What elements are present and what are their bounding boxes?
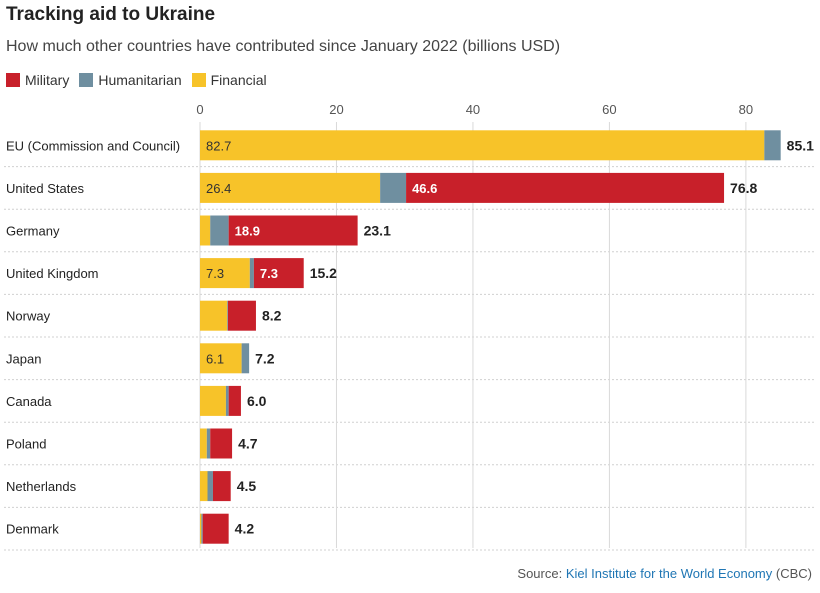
tick-label-60: 60 [602,102,616,117]
bar-denmark-financial [200,513,202,544]
total-label-germany: 23.1 [364,223,391,239]
total-label-netherlands: 4.5 [237,478,257,494]
total-label-denmark: 4.2 [235,521,255,537]
category-label-united-states: United States [6,181,85,196]
bar-netherlands-military [212,471,231,502]
category-label-united-kingdom: United Kingdom [6,266,99,281]
legend-item-humanitarian: Humanitarian [79,72,182,88]
bar-netherlands-financial [200,471,208,502]
bar-poland-military [210,428,233,459]
legend-label-humanitarian: Humanitarian [98,72,182,88]
stacked-bar-chart: 0 20 40 60 80 EU (Commission and Council) 82.7… [4,102,816,551]
tick-label-40: 40 [466,102,480,117]
bar-denmark-humanitarian [201,513,203,544]
bar-united-kingdom-financial [200,258,250,289]
source-link[interactable]: Kiel Institute for the World Economy [565,566,773,581]
bar-germany-financial [200,215,211,246]
bar-denmark-military [202,513,229,544]
segment-label-eu-commission-and-council-financial: 82.7 [206,138,231,153]
bar-poland-humanitarian [206,428,211,459]
bar-eu-commission-and-council-financial [200,130,765,161]
bar-netherlands-humanitarian [207,471,213,502]
total-label-poland: 4.7 [238,436,258,452]
bar-japan-financial [200,343,242,374]
segment-label-japan-financial: 6.1 [206,351,224,366]
segment-label-united-kingdom-financial: 7.3 [206,266,224,281]
category-label-germany: Germany [6,224,60,239]
chart-subtitle: How much other countries have contribute… [6,38,561,55]
bar-japan-humanitarian [241,343,250,374]
bar-canada-humanitarian [225,385,229,416]
bar-poland-financial [200,428,207,459]
bar-united-states-financial [200,172,381,203]
category-label-japan: Japan [6,351,41,366]
bar-united-kingdom-humanitarian [249,258,254,289]
category-label-canada: Canada [6,394,52,409]
tick-label-20: 20 [329,102,343,117]
legend-item-military: Military [6,72,69,88]
bar-norway-financial [200,300,228,331]
legend-swatch-financial [191,73,206,87]
legend-item-financial: Financial [191,72,267,88]
bar-norway-military [227,300,256,331]
legend-swatch-military [6,73,20,87]
legend: Military Humanitarian Financial [6,72,277,88]
total-label-united-kingdom: 15.2 [310,265,337,281]
legend-label-military: Military [25,72,70,88]
segment-label-united-states-financial: 26.4 [206,181,231,196]
category-label-eu-commission-and-council: EU (Commission and Council) [6,138,180,153]
source-note: Source: Kiel Institute for the World Eco… [517,566,812,581]
bar-germany-humanitarian [210,215,229,246]
source-prefix: Source: [517,566,563,581]
bar-united-kingdom-military [253,258,304,289]
bar-norway-humanitarian [227,300,228,331]
total-label-canada: 6.0 [247,393,267,409]
segment-label-united-states-military: 46.6 [412,181,437,196]
bar-canada-financial [200,385,226,416]
tick-label-80: 80 [739,102,753,117]
source-suffix: (CBC) [775,566,812,581]
total-label-japan: 7.2 [255,350,275,366]
total-label-eu-commission-and-council: 85.1 [787,137,814,153]
tick-label-0: 0 [196,102,203,117]
category-label-denmark: Denmark [6,522,59,537]
legend-label-financial: Financial [210,72,267,88]
bar-canada-military [228,385,241,416]
category-label-norway: Norway [6,309,51,324]
bar-germany-military [228,215,358,246]
total-label-united-states: 76.8 [730,180,757,196]
segment-label-germany-military: 18.9 [235,224,260,239]
category-label-netherlands: Netherlands [6,479,77,494]
total-label-norway: 8.2 [262,308,282,324]
chart-title: Tracking aid to Ukraine [6,4,216,25]
bar-united-states-military [406,172,725,203]
category-label-poland: Poland [6,437,46,452]
bar-eu-commission-and-council-humanitarian [764,130,781,161]
segment-label-united-kingdom-military: 7.3 [260,266,278,281]
legend-swatch-humanitarian [79,73,94,87]
bar-united-states-humanitarian [380,172,407,203]
